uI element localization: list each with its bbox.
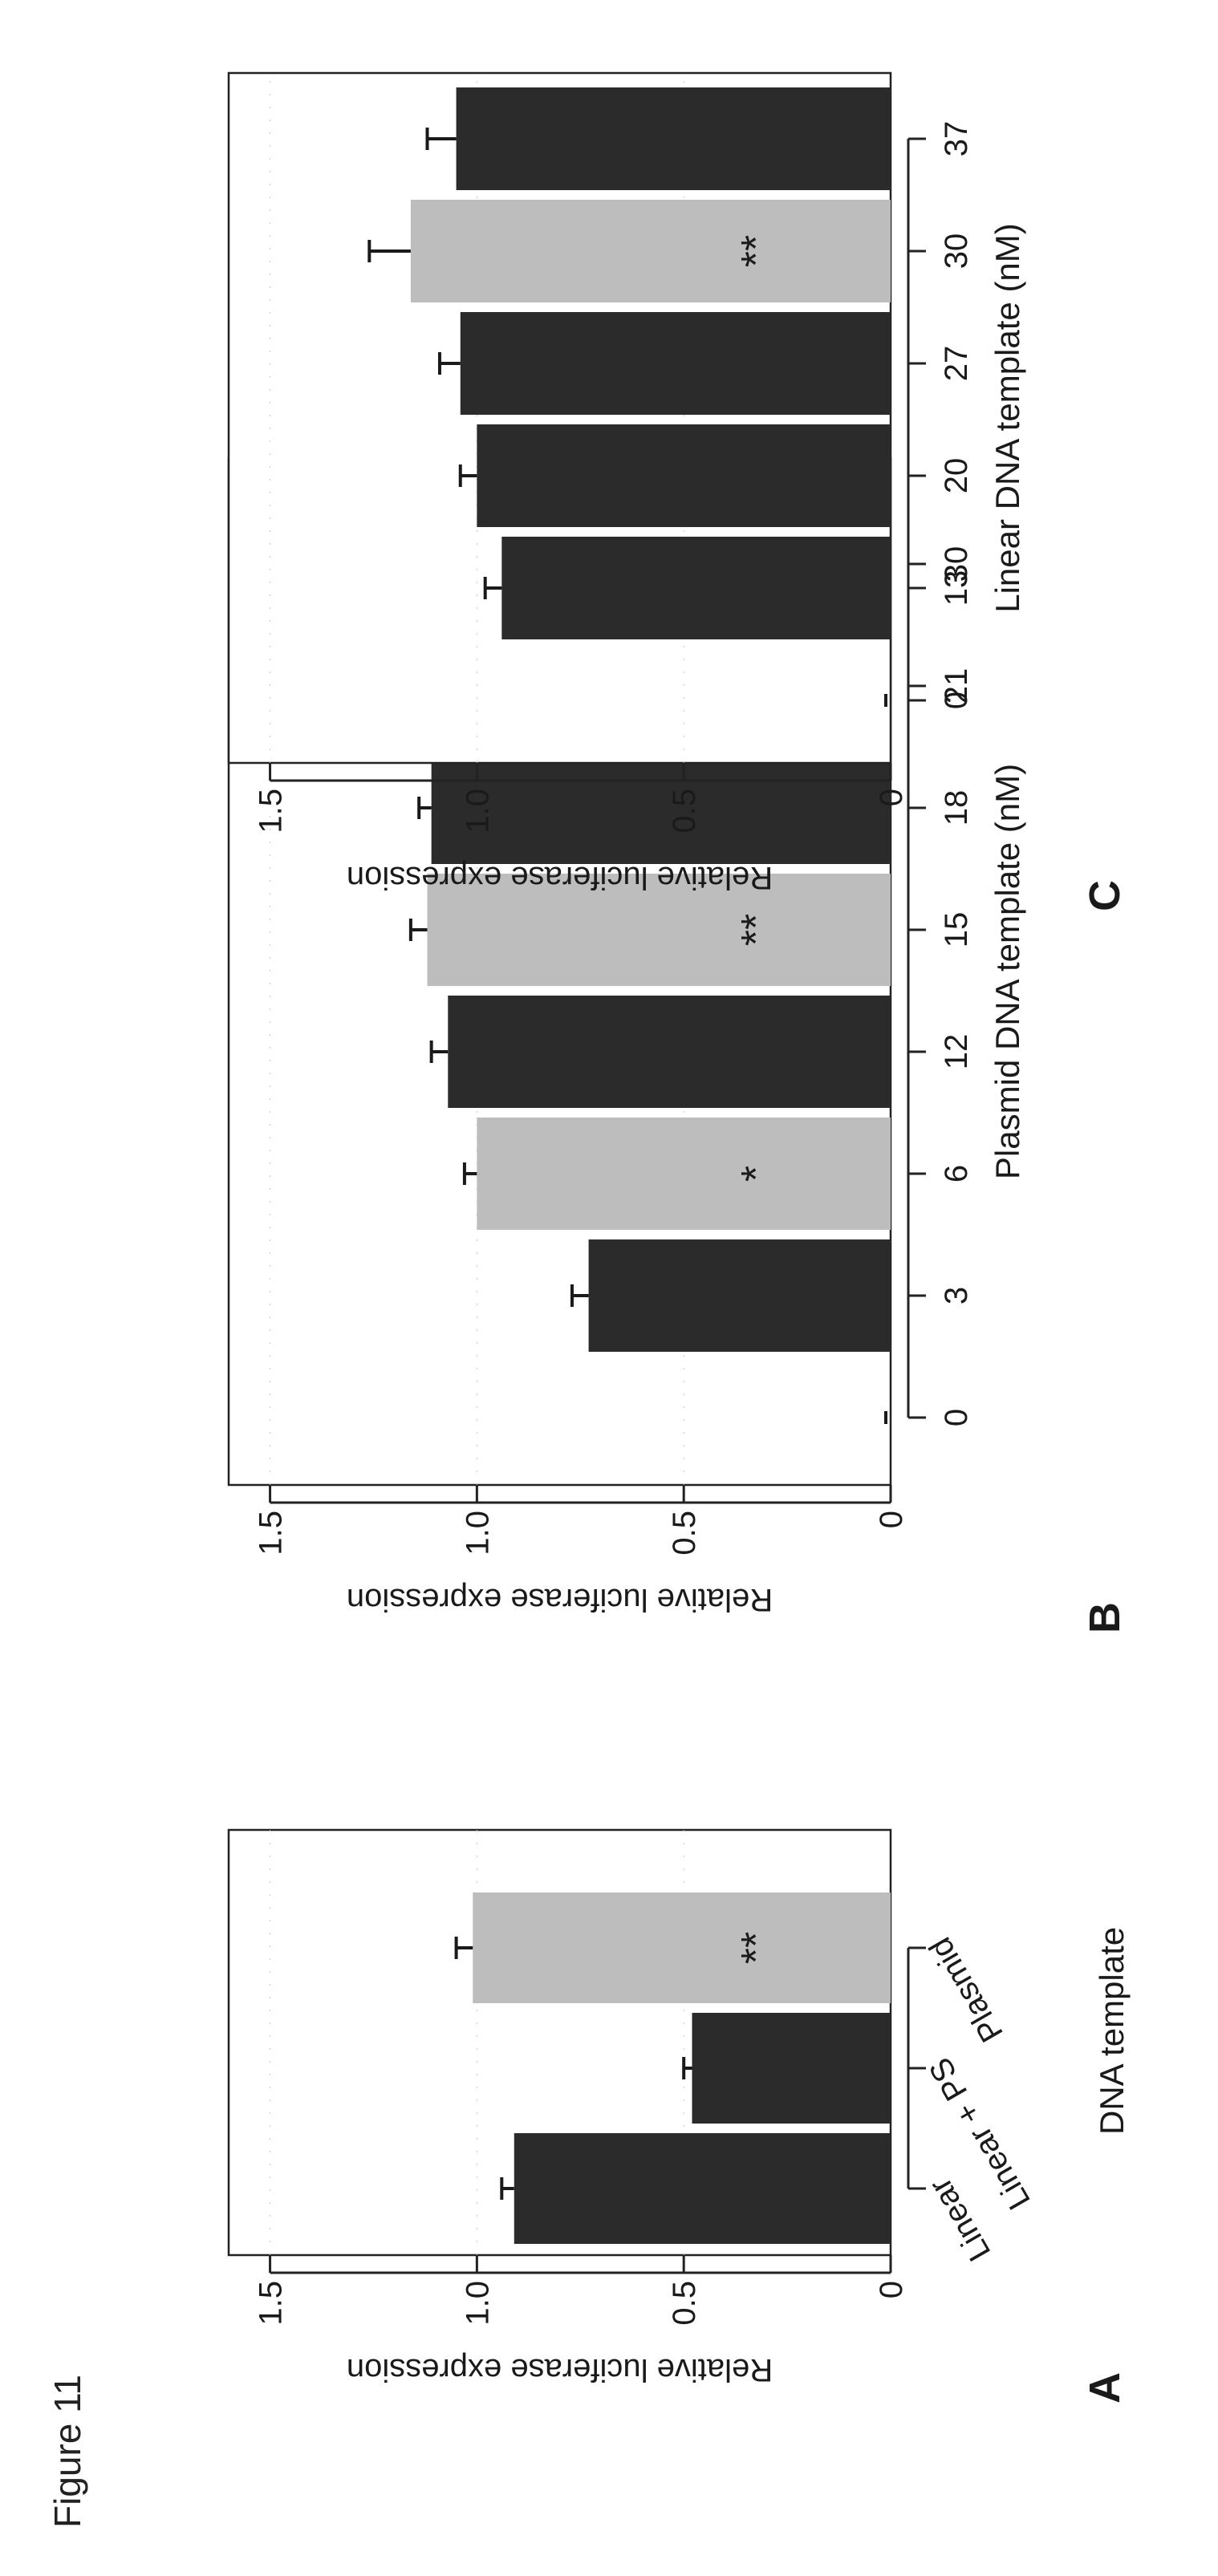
bar bbox=[514, 2133, 891, 2244]
x-tick-label: 21 bbox=[939, 668, 974, 704]
bar bbox=[427, 874, 891, 986]
bar bbox=[448, 996, 891, 1108]
significance-label: ** bbox=[733, 1932, 780, 1964]
y-tick-label: 1.5 bbox=[254, 2281, 289, 2326]
rotated-figure-group: Figure 11 0 0.5 1.0 1.5 Relative luciferase … bbox=[47, 71, 1131, 2528]
panel-letter: A bbox=[1081, 2372, 1129, 2404]
x-tick-label: 37 bbox=[939, 121, 974, 157]
x-tick-label: 15 bbox=[939, 912, 974, 948]
x-tick-label: 3 bbox=[939, 1287, 974, 1304]
x-tick-label: 20 bbox=[939, 458, 974, 494]
y-tick-label: 1.0 bbox=[460, 2281, 495, 2326]
y-axis-label: Relative luciferase expression bbox=[347, 860, 773, 895]
bar bbox=[588, 1239, 891, 1352]
y-tick-label: 0 bbox=[874, 789, 909, 806]
y-tick-label: 1.0 bbox=[460, 1511, 495, 1556]
x-tick-label: 30 bbox=[939, 233, 974, 270]
bar bbox=[460, 312, 891, 415]
y-axis-label: Relative luciferase expression bbox=[347, 2352, 773, 2387]
panel-letter: C bbox=[1081, 880, 1129, 911]
x-tick-label: 27 bbox=[939, 346, 974, 382]
bar bbox=[473, 1892, 891, 2003]
x-tick-label: Plasmid bbox=[923, 1932, 1010, 2048]
x-tick-label: 0 bbox=[939, 692, 974, 709]
x-tick-label: 12 bbox=[939, 1034, 974, 1070]
y-tick-label: 0.5 bbox=[667, 2281, 702, 2326]
y-tick-label: 0.5 bbox=[667, 789, 702, 834]
significance-label: * bbox=[733, 1166, 780, 1182]
x-tick-label: 6 bbox=[939, 1165, 974, 1183]
bar bbox=[501, 537, 891, 639]
x-tick-label: Linear bbox=[923, 2172, 998, 2267]
y-tick-label: 0 bbox=[874, 2281, 909, 2298]
y-tick-label: 0 bbox=[874, 1511, 909, 1528]
y-tick-label: 1.5 bbox=[254, 1511, 289, 1556]
figure-title: Figure 11 bbox=[47, 2375, 88, 2528]
x-axis-label: Linear DNA template (nM) bbox=[989, 223, 1026, 613]
bar bbox=[410, 200, 891, 302]
y-tick-label: 0.5 bbox=[667, 1511, 702, 1556]
bar bbox=[456, 87, 891, 190]
y-tick-label: 1.5 bbox=[254, 789, 289, 834]
y-tick-label: 1.0 bbox=[460, 789, 495, 834]
y-axis-label: Relative luciferase expression bbox=[347, 1582, 773, 1617]
bar bbox=[692, 2013, 891, 2124]
bar bbox=[477, 424, 891, 527]
x-axis-label: Plasmid DNA template (nM) bbox=[989, 764, 1026, 1179]
bar bbox=[477, 1118, 891, 1230]
significance-label: ** bbox=[733, 914, 780, 946]
x-tick-label: 18 bbox=[939, 790, 974, 826]
significance-label: ** bbox=[733, 235, 780, 267]
x-axis-label: DNA template bbox=[1093, 1927, 1131, 2135]
bar bbox=[431, 752, 891, 864]
x-tick-label: 13 bbox=[939, 570, 974, 606]
panel-a: 0 0.5 1.0 1.5 Relative luciferase expression… bbox=[227, 1828, 1131, 2404]
panel-letter: B bbox=[1081, 1602, 1129, 1633]
panel-c: 0 0.5 1.0 1.5 Relative luciferase expression… bbox=[227, 71, 1129, 911]
x-tick-label: 30 bbox=[939, 546, 974, 582]
x-tick-label: 0 bbox=[939, 1409, 974, 1426]
